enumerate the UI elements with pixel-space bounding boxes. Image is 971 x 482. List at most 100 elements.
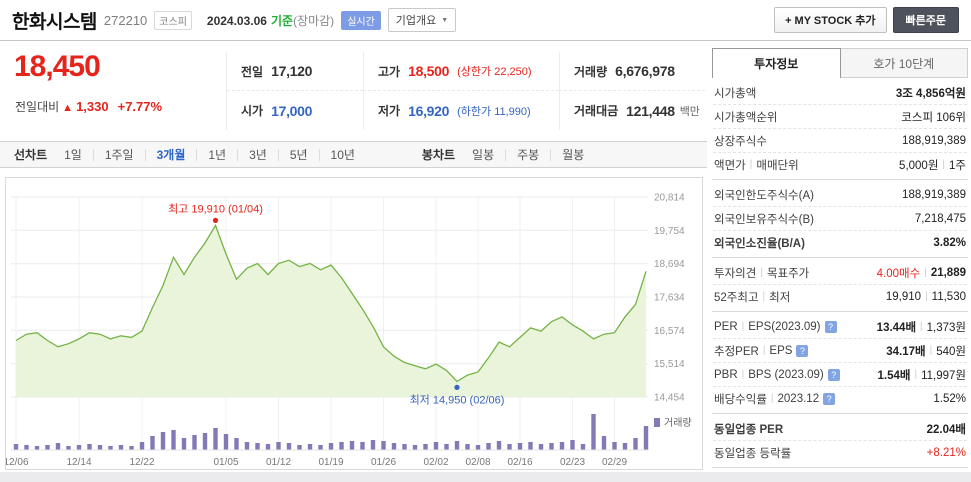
x-axis-labels: 12/06 12/14 12/22 01/05 01/12 01/19 01/26 02/02… bbox=[6, 457, 627, 468]
candle-period-tab[interactable]: 월봉 bbox=[550, 148, 595, 161]
info-label: 외국인소진율(B/A) bbox=[714, 237, 805, 250]
chart-period-tab[interactable]: 1년 bbox=[196, 148, 237, 161]
info-row: 동일업종 PER 22.04배 bbox=[713, 417, 967, 440]
my-stock-add-button[interactable]: + MY STOCK 추가 bbox=[774, 7, 887, 33]
market-badge: 코스피 bbox=[154, 10, 192, 30]
info-label: 동일업종 등락률 bbox=[714, 447, 792, 460]
open-cell: 시가 17,000 bbox=[227, 91, 363, 130]
svg-text:12/06: 12/06 bbox=[6, 457, 29, 468]
info-label: 추정PER | EPS? bbox=[714, 343, 809, 359]
line-chart-section-label: 선차트 bbox=[14, 148, 48, 162]
high-annotation: 최고 19,910 (01/04) bbox=[168, 202, 263, 223]
volume-bars bbox=[11, 414, 649, 451]
info-label: 액면가 | 매매단위 bbox=[714, 159, 799, 172]
info-value: 4.00매수 | 21,889 bbox=[876, 266, 966, 280]
info-label: 투자의견 | 목표주가 bbox=[714, 267, 810, 280]
sidebar-group: 외국인한도주식수(A) 188,919,389 외국인보유주식수(B) 7,218,4… bbox=[712, 180, 968, 258]
high-label: 고가 bbox=[378, 64, 401, 79]
svg-text:19,754: 19,754 bbox=[654, 226, 685, 237]
info-row: PER | EPS(2023.09)? 13.44배 | 1,373원 bbox=[713, 315, 967, 338]
info-value: 3조 4,856억원 bbox=[895, 87, 966, 100]
help-icon[interactable]: ? bbox=[823, 392, 836, 405]
candle-period-tab[interactable]: 주봉 bbox=[505, 148, 550, 161]
info-label: 52주최고 | 최저 bbox=[714, 291, 791, 304]
tab-orderbook-10[interactable]: 호가 10단계 bbox=[840, 48, 968, 78]
chart-period-tab[interactable]: 3년 bbox=[237, 148, 278, 161]
tab-invest-info[interactable]: 투자정보 bbox=[712, 48, 841, 78]
amount-unit: 백만 bbox=[679, 105, 700, 118]
info-label: 동일업종 PER bbox=[714, 423, 784, 436]
chart-period-tab[interactable]: 3개월 bbox=[144, 148, 197, 161]
company-overview-dropdown[interactable]: 기업개요 ▼ bbox=[387, 8, 457, 32]
info-row: 외국인한도주식수(A) 188,919,389 bbox=[713, 183, 967, 206]
info-value: 22.04배 bbox=[926, 423, 966, 436]
info-row: 시가총액순위 코스피 106위 bbox=[713, 104, 967, 128]
market-state: (장마감) bbox=[293, 13, 335, 28]
svg-text:최저 14,950 (02/06): 최저 14,950 (02/06) bbox=[410, 393, 505, 406]
realtime-badge: 실시간 bbox=[341, 10, 381, 30]
low-label: 저가 bbox=[378, 104, 401, 118]
prev-close-label: 전일 bbox=[241, 64, 264, 79]
info-label: 시가총액 bbox=[714, 87, 757, 100]
high-cell: 고가 18,500 (상한가 22,250) bbox=[363, 52, 559, 91]
info-row: 동일업종 등락률 +8.21% bbox=[713, 440, 967, 464]
sidebar-tabs: 투자정보 호가 10단계 bbox=[712, 48, 968, 78]
info-value: 188,919,389 bbox=[902, 188, 966, 201]
candle-period-tab[interactable]: 일봉 bbox=[472, 147, 495, 162]
info-value: 1.54배 | 11,997원 bbox=[877, 369, 966, 382]
stock-name: 한화시스템 bbox=[12, 11, 97, 33]
chart-period-tab[interactable]: 10년 bbox=[318, 148, 366, 161]
page-bottom-strip bbox=[0, 472, 971, 482]
chart-period-tab[interactable]: 1주일 bbox=[92, 148, 145, 161]
chart-period-tab[interactable]: 1일 bbox=[64, 147, 82, 162]
info-label: 외국인한도주식수(A) bbox=[714, 189, 814, 202]
info-value: 188,919,389 bbox=[902, 134, 966, 147]
change-percent: +7.77% bbox=[117, 99, 163, 114]
line-tabs: 1일 1주일 3개월 1년 3년 5년 10년 bbox=[53, 147, 366, 162]
help-icon[interactable]: ? bbox=[796, 344, 809, 357]
price-summary: 18,450 전일대비 ▲ 1,330 +7.77% 전일 17,120 고가 … bbox=[0, 42, 707, 140]
info-value: 7,218,475 bbox=[914, 212, 966, 225]
volume-legend: 거래량 bbox=[654, 417, 692, 429]
chevron-down-icon: ▼ bbox=[441, 16, 449, 24]
svg-text:18,694: 18,694 bbox=[654, 259, 685, 270]
change-value: 1,330 bbox=[76, 99, 109, 114]
svg-text:20,814: 20,814 bbox=[654, 193, 685, 204]
chart-toolbar: 선차트 1일 1주일 3개월 1년 3년 5년 10년 봉차트 일봉 주봉 월봉 bbox=[0, 141, 707, 168]
info-row: 투자의견 | 목표주가 4.00매수 | 21,889 bbox=[713, 261, 967, 284]
low-cell: 저가 16,920 (하한가 11,990) bbox=[363, 91, 559, 130]
info-value: 34.17배 | 540원 bbox=[886, 345, 966, 358]
svg-text:01/12: 01/12 bbox=[266, 457, 291, 468]
svg-text:16,574: 16,574 bbox=[654, 326, 685, 337]
help-icon[interactable]: ? bbox=[824, 320, 837, 333]
info-value: 3.82% bbox=[933, 236, 966, 249]
info-row: 외국인소진율(B/A) 3.82% bbox=[713, 230, 967, 254]
svg-text:02/02: 02/02 bbox=[423, 457, 448, 468]
quote-table: 전일 17,120 고가 18,500 (상한가 22,250) 거래량 6,6… bbox=[226, 52, 705, 130]
info-value: 코스피 106위 bbox=[901, 111, 966, 124]
candle-chart-section-label: 봉차트 bbox=[421, 148, 456, 162]
chart-period-tab[interactable]: 5년 bbox=[277, 148, 319, 161]
info-row: 액면가 | 매매단위 5,000원 | 1주 bbox=[713, 152, 967, 176]
quote-date: 2024.03.06 기준(장마감) bbox=[207, 12, 334, 29]
amount-value: 121,448 bbox=[626, 102, 675, 119]
stock-code: 272210 bbox=[103, 12, 148, 28]
svg-text:02/23: 02/23 bbox=[560, 457, 585, 468]
quick-order-button[interactable]: 빠른주문 bbox=[892, 7, 959, 33]
svg-text:14,454: 14,454 bbox=[654, 393, 685, 404]
info-label: 상장주식수 bbox=[714, 135, 767, 148]
help-icon[interactable]: ? bbox=[827, 368, 840, 381]
open-label: 시가 bbox=[241, 104, 264, 118]
prev-close-cell: 전일 17,120 bbox=[227, 52, 363, 91]
info-label: PER | EPS(2023.09)? bbox=[714, 320, 837, 333]
info-value: 5,000원 | 1주 bbox=[899, 159, 966, 172]
candle-tabs: 일봉 주봉 월봉 bbox=[461, 147, 595, 162]
volume-label: 거래량 bbox=[574, 64, 608, 79]
info-label: 배당수익률 | 2023.12? bbox=[714, 391, 836, 407]
volume-value: 6,676,978 bbox=[615, 63, 675, 79]
